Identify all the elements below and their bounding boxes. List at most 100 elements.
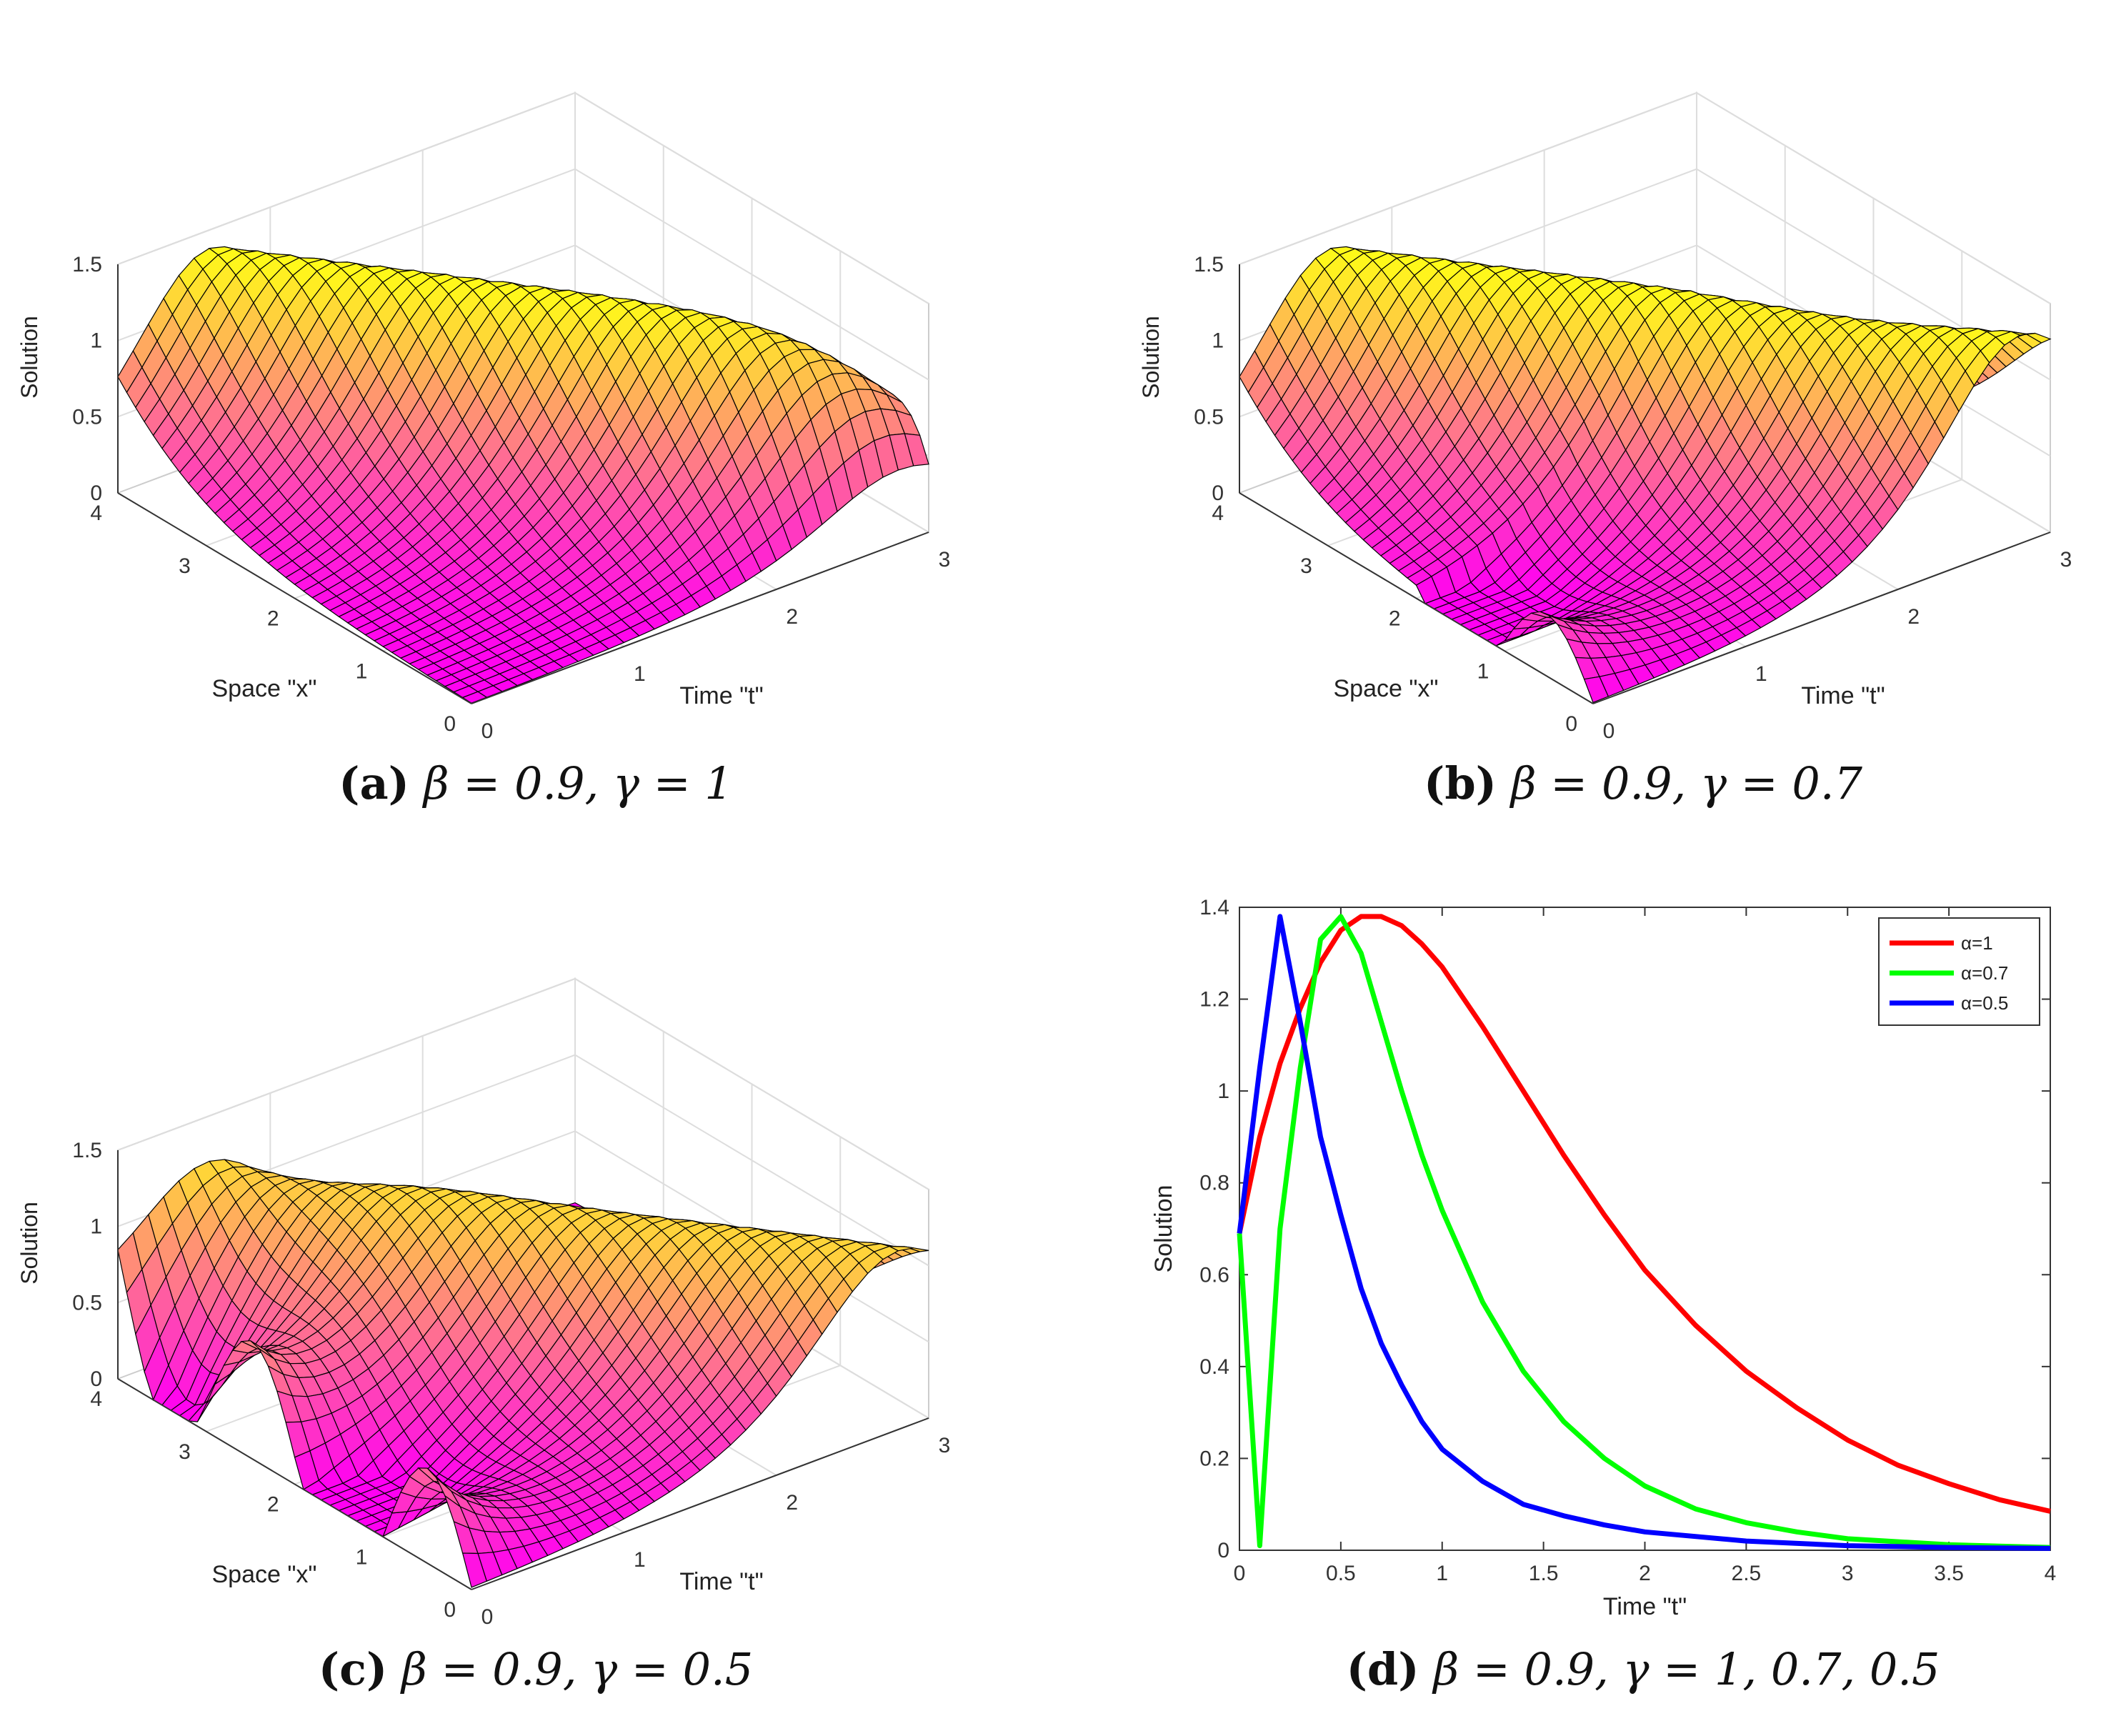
x-tick-label: 4 xyxy=(90,1387,102,1411)
panel-a: 0 0.5 1 1.5 0 1 2 3 4 0 1 2 3 Solution Space "x" Time "… xyxy=(0,0,1050,757)
z-axis-label: Solution xyxy=(1138,316,1164,399)
t-tick-label: 1 xyxy=(634,662,646,686)
caption-d: (d) β = 0.9, γ = 1, 0.7, 0.5 xyxy=(1250,1643,2036,1695)
x-tick-label: 1 xyxy=(356,1545,368,1569)
x-tick-label: 0 xyxy=(444,712,456,736)
z-axis-label: Solution xyxy=(16,316,42,399)
x-tick-label: 0.5 xyxy=(1326,1562,1356,1585)
x-tick-label: 1 xyxy=(1436,1562,1448,1585)
x-tick-label: 3 xyxy=(179,1440,191,1464)
x-axis-line xyxy=(117,492,472,704)
surface-cell xyxy=(1583,676,1610,704)
panel-c: 0 0.5 1 1.5 0 1 2 3 4 0 1 2 3 Solution Space "x" Time "… xyxy=(0,886,1050,1643)
caption-b-letter: (b) xyxy=(1424,757,1497,809)
x-tick-label: 4 xyxy=(90,502,102,525)
x-tick-label: 1.5 xyxy=(1529,1562,1559,1585)
t-tick-label: 2 xyxy=(786,605,798,629)
t-axis-line xyxy=(471,532,929,704)
caption-a-params: β = 0.9, γ = 1 xyxy=(423,757,733,809)
t-tick-label: 2 xyxy=(1907,605,1920,629)
surface-mesh xyxy=(1239,246,2052,704)
surface-cell xyxy=(461,1552,488,1588)
z-tick-label: 1.5 xyxy=(72,1139,102,1162)
y-tick-label: 1 xyxy=(1217,1079,1229,1103)
x-tick-label: 3 xyxy=(179,554,191,578)
z-tick-label: 1.5 xyxy=(1194,253,1224,276)
t-axis-line xyxy=(471,1417,929,1590)
z-axis-label: Solution xyxy=(16,1202,42,1284)
x-axis-label: Space "x" xyxy=(1334,675,1439,702)
t-tick-label: 0 xyxy=(481,1605,494,1629)
x-tick-label: 2 xyxy=(267,607,279,631)
legend-label-1: α=1 xyxy=(1961,932,1993,954)
y-tick-label: 0.8 xyxy=(1199,1172,1229,1195)
panel-d: 0 0.5 1 1.5 2 2.5 3 3.5 4 0 0.2 0.4 0.6 0.8 1 1.2 1.4 Tim… xyxy=(1122,857,2101,1643)
x-tick-label: 2.5 xyxy=(1732,1562,1762,1585)
z-tick-label: 1 xyxy=(90,329,102,353)
z-tick-label: 1 xyxy=(1212,329,1224,353)
z-tick-label: 0.5 xyxy=(72,405,102,429)
y-tick-label: 0.2 xyxy=(1199,1447,1229,1470)
z-tick-label: 0.5 xyxy=(1194,405,1224,429)
y-tick-label: 1.2 xyxy=(1199,988,1229,1012)
z-tick-label: 1.5 xyxy=(72,253,102,276)
x-axis-label: Space "x" xyxy=(212,1561,317,1588)
caption-d-letter: (d) xyxy=(1346,1643,1419,1695)
x-axis-label: Time "t" xyxy=(1603,1593,1687,1620)
x-tick-label: 2 xyxy=(1389,607,1401,631)
t-tick-label: 3 xyxy=(2060,548,2072,572)
caption-c-params: β = 0.9, γ = 0.5 xyxy=(401,1643,754,1695)
x-tick-label: 3.5 xyxy=(1934,1562,1964,1585)
x-tick-label: 4 xyxy=(1212,502,1224,525)
x-tick-label: 3 xyxy=(1300,554,1312,578)
t-tick-label: 1 xyxy=(1755,662,1767,686)
panel-b: 0 0.5 1 1.5 0 1 2 3 4 0 1 2 3 Solution Space "x" Time "… xyxy=(1122,0,2101,757)
caption-a-letter: (a) xyxy=(339,757,410,809)
z-tick-label: 0 xyxy=(90,482,102,505)
x-tick-label: 0 xyxy=(1234,1562,1246,1585)
caption-c-letter: (c) xyxy=(318,1643,388,1695)
y-axis-label: Solution xyxy=(1150,1185,1177,1273)
t-tick-label: 0 xyxy=(481,719,494,743)
y-tick-label: 1.4 xyxy=(1199,896,1229,919)
z-tick-label: 1 xyxy=(90,1215,102,1239)
legend: α=1 α=0.7 α=0.5 xyxy=(1878,917,2040,1026)
series-line-2 xyxy=(1237,914,2051,1550)
t-axis-label: Time "t" xyxy=(1801,682,1885,709)
caption-d-params: β = 0.9, γ = 1, 0.7, 0.5 xyxy=(1433,1643,1940,1695)
caption-b: (b) β = 0.9, γ = 0.7 xyxy=(1322,757,1965,809)
t-tick-label: 1 xyxy=(634,1548,646,1572)
t-tick-label: 2 xyxy=(786,1491,798,1515)
t-tick-label: 3 xyxy=(939,548,951,572)
x-axis-label: Space "x" xyxy=(212,675,317,702)
caption-a: (a) β = 0.9, γ = 1 xyxy=(214,757,857,809)
t-axis-label: Time "t" xyxy=(679,682,763,709)
z-tick-label: 0 xyxy=(1212,482,1224,505)
x-tick-label: 4 xyxy=(2045,1562,2057,1585)
y-tick-label: 0 xyxy=(1217,1539,1229,1562)
series-line-3 xyxy=(1237,914,2051,1551)
caption-b-params: β = 0.9, γ = 0.7 xyxy=(1510,757,1862,809)
x-tick-label: 1 xyxy=(1477,659,1489,683)
caption-c: (c) β = 0.9, γ = 0.5 xyxy=(214,1643,857,1695)
x-tick-label: 1 xyxy=(356,659,368,683)
x-tick-label: 0 xyxy=(1565,712,1577,736)
y-tick-label: 0.4 xyxy=(1199,1355,1229,1379)
line-chart-d: 0 0.5 1 1.5 2 2.5 3 3.5 4 0 0.2 0.4 0.6 0.8 1 1.2 1.4 Tim… xyxy=(1150,896,2057,1620)
legend-label-3: α=0.5 xyxy=(1961,992,2008,1014)
legend-label-2: α=0.7 xyxy=(1961,962,2008,984)
z-tick-label: 0 xyxy=(90,1367,102,1391)
x-tick-label: 2 xyxy=(1639,1562,1651,1585)
surface-mesh xyxy=(117,1159,929,1588)
t-tick-label: 0 xyxy=(1603,719,1615,743)
y-tick-label: 0.6 xyxy=(1199,1263,1229,1287)
x-tick-label: 0 xyxy=(444,1598,456,1622)
t-axis-label: Time "t" xyxy=(679,1568,763,1595)
x-tick-label: 2 xyxy=(267,1493,279,1517)
